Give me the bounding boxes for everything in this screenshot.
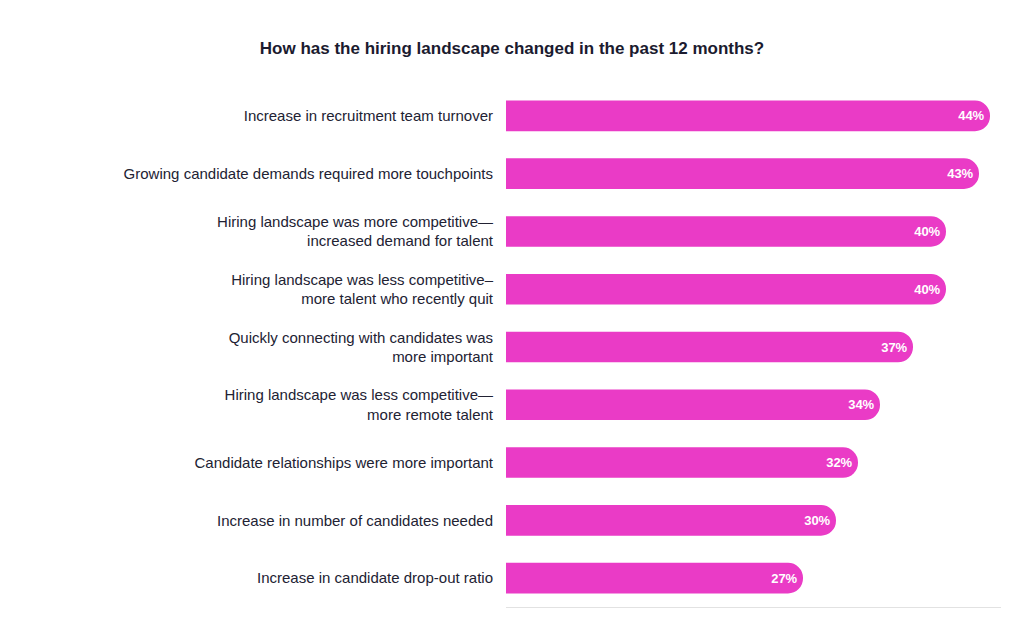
svg-text:34%: 34% bbox=[848, 397, 874, 412]
svg-text:40%: 40% bbox=[914, 224, 940, 239]
svg-text:43%: 43% bbox=[947, 166, 973, 181]
svg-text:Growing candidate demands requ: Growing candidate demands required more … bbox=[124, 165, 493, 182]
svg-text:Quickly connecting with candid: Quickly connecting with candidates wasmo… bbox=[229, 329, 494, 366]
svg-text:Increase in recruitment team t: Increase in recruitment team turnover bbox=[244, 107, 493, 124]
svg-text:Hiring landscape was less comp: Hiring landscape was less competitive—mo… bbox=[225, 386, 494, 423]
svg-text:27%: 27% bbox=[771, 571, 797, 586]
svg-text:Increase in number of candidat: Increase in number of candidates needed bbox=[217, 512, 493, 529]
svg-text:32%: 32% bbox=[826, 455, 852, 470]
svg-text:44%: 44% bbox=[958, 108, 984, 123]
svg-text:Increase in candidate drop-out: Increase in candidate drop-out ratio bbox=[257, 569, 493, 586]
svg-text:How has the hiring landscape c: How has the hiring landscape changed in … bbox=[260, 39, 764, 58]
svg-text:30%: 30% bbox=[804, 513, 830, 528]
svg-text:Hiring landscape was more comp: Hiring landscape was more competitive—in… bbox=[217, 213, 494, 250]
svg-text:Candidate relationships were m: Candidate relationships were more import… bbox=[195, 454, 494, 471]
svg-text:37%: 37% bbox=[881, 340, 907, 355]
svg-text:Hiring landscape was less comp: Hiring landscape was less competitive–mo… bbox=[231, 271, 494, 308]
svg-text:40%: 40% bbox=[914, 282, 940, 297]
